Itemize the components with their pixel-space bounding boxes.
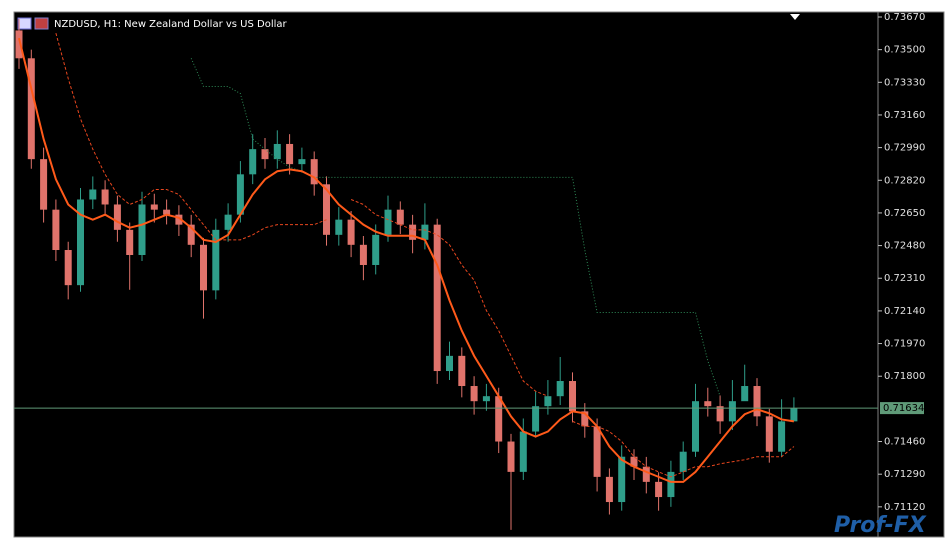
candle-body [765,416,773,452]
candle-body [150,204,158,210]
candle-body [544,396,552,407]
price-axis [877,11,945,538]
candle-body [200,244,207,291]
candle-body [126,229,134,256]
candle-body [704,401,712,407]
candle-body [163,209,171,215]
indicator-line [55,32,327,241]
candle-body [605,476,613,503]
y-tick-label: 0.73330 [884,77,925,88]
chart-title: NZDUSD, H1: New Zealand Dollar vs US Dol… [54,19,288,30]
plot-area [13,11,879,538]
y-tick-label: 0.73160 [884,110,925,121]
candle-body [495,396,503,442]
candle-body [532,406,540,432]
candle-body [64,250,72,286]
candle-body [409,224,417,240]
indicator-line [18,37,795,483]
candle-body [310,159,318,185]
candle-body [655,481,663,498]
current-price-label: 0.71634 [883,403,924,414]
candle-body [372,234,380,265]
candle-body [40,159,48,210]
y-tick-label: 0.72140 [884,306,925,317]
icon [17,17,32,30]
y-tick-label: 0.72310 [884,273,925,284]
candle-body [286,143,294,165]
candle-body [273,143,281,160]
candle-body [692,401,699,452]
candle-body [519,431,527,472]
candle-body [77,199,84,286]
candle-body [421,224,429,240]
indicator-line [572,420,795,478]
y-tick-label: 0.71800 [884,371,925,382]
candle-body [224,214,232,230]
candle-body [470,386,478,402]
candle-body [249,149,257,175]
candle-body [569,381,576,412]
candle-body [581,411,589,427]
candle-body [175,214,183,225]
candle-body [642,466,650,482]
candle-body [15,30,23,59]
shift-marker [790,14,800,20]
candle-body [556,381,564,397]
y-tick-label: 0.72820 [884,175,925,186]
y-tick-label: 0.73500 [884,45,925,56]
candle-body [790,408,798,422]
candle-body [716,406,724,422]
candle-body [679,451,687,472]
candle-body [323,184,330,235]
candle-body [593,426,601,477]
candle-body [187,224,195,245]
toolbar-icons [17,17,49,30]
current-price-tag [880,402,924,415]
watermark: Prof-FX [834,513,927,538]
candle-body [778,421,786,452]
candle-body [618,456,626,503]
y-tick-label: 0.72480 [884,241,925,252]
candle-body [507,441,515,472]
candle-body [335,219,343,235]
candle-body [728,401,736,422]
candle-body [741,386,749,402]
y-tick-label: 0.71970 [884,339,925,350]
candle-body [667,471,675,498]
candle-body [446,355,453,372]
candle-body [27,58,35,160]
candle-body [298,159,306,165]
y-tick-label: 0.72650 [884,208,925,219]
candle-body [630,456,638,467]
candle-body [89,189,97,200]
candle-body [261,149,269,160]
candle-body [347,219,355,245]
y-tick-label: 0.71460 [884,437,925,448]
candle-body [212,229,220,291]
icon [34,17,49,30]
y-tick-label: 0.72990 [884,143,925,154]
candle-body [433,224,441,372]
y-tick-label: 0.71290 [884,469,925,480]
candle-body [138,204,146,256]
candle-body [753,386,761,417]
candle-body [52,209,60,251]
candle-body [396,209,404,225]
y-tick-label: 0.71120 [884,502,925,513]
candle-body [359,244,367,265]
candle-body [113,204,121,230]
candle-body [101,189,109,205]
indicator-line [350,199,549,397]
indicator-line [190,58,721,397]
candle-body [236,174,244,215]
candle-body [458,355,466,387]
candle-body [384,209,392,235]
candle-body [482,396,490,402]
y-tick-label: 0.73670 [884,12,925,23]
